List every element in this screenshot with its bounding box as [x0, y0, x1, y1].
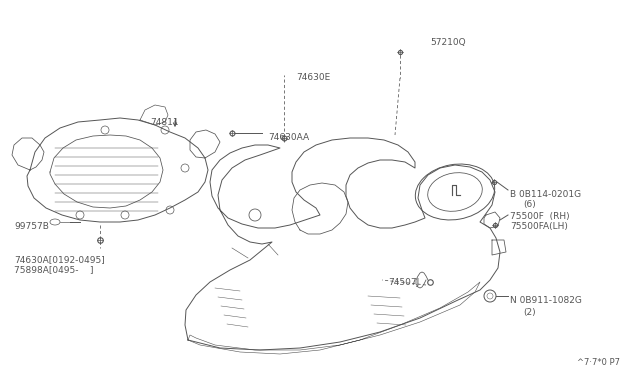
Text: 74630AA: 74630AA [268, 133, 309, 142]
Text: 74507J: 74507J [388, 278, 419, 287]
Text: N 0B911-1082G: N 0B911-1082G [510, 296, 582, 305]
Text: (2): (2) [523, 308, 536, 317]
Text: 57210Q: 57210Q [430, 38, 466, 47]
Text: 74811: 74811 [150, 118, 179, 127]
Text: (6): (6) [523, 200, 536, 209]
Text: 74630E: 74630E [296, 73, 330, 82]
Text: 75500F  (RH): 75500F (RH) [510, 212, 570, 221]
Text: 74630A[0192-0495]: 74630A[0192-0495] [14, 255, 105, 264]
Text: 99757B: 99757B [14, 222, 49, 231]
Text: 75898A[0495-    ]: 75898A[0495- ] [14, 265, 93, 274]
Text: B 0B114-0201G: B 0B114-0201G [510, 190, 581, 199]
Text: 75500FA(LH): 75500FA(LH) [510, 222, 568, 231]
Text: ^7·7*0 P7: ^7·7*0 P7 [577, 358, 620, 367]
